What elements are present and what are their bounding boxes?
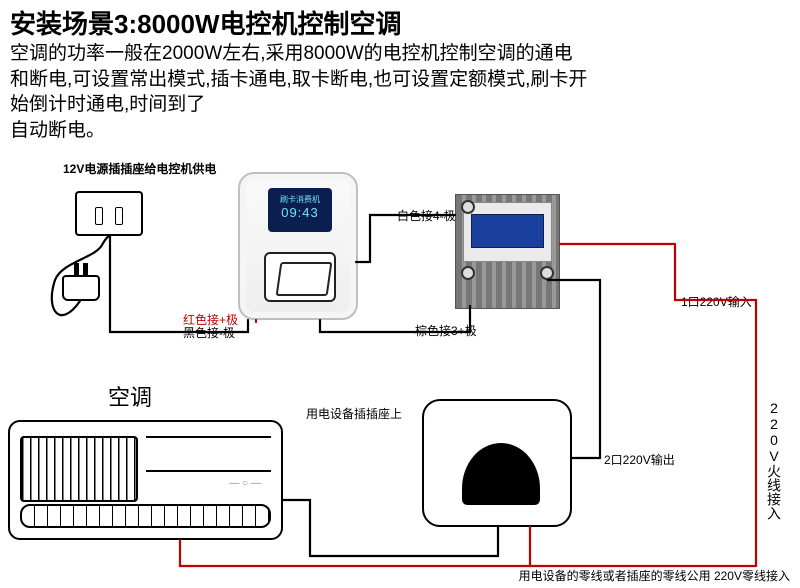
ac-line-2 <box>146 470 271 472</box>
ac-label: 空调 <box>108 380 152 412</box>
card-reader-icon <box>264 252 336 302</box>
screen-caption: 刷卡消费机 <box>268 194 332 205</box>
power-outlet <box>75 191 143 236</box>
controller-screen: 刷卡消费机 09:43 <box>268 188 332 232</box>
desc-line-2: 和断电,可设置常出模式,插卡通电,取卡断电,也可设置定额模式,刷卡开 <box>10 69 587 90</box>
desc-line-3: 始倒计时通电,时间到了 <box>10 94 205 115</box>
ac-line-1 <box>146 436 271 438</box>
relay-terminal-3plus <box>461 266 475 280</box>
socket-dome-icon <box>462 443 540 505</box>
label-1-220v-in: 1口220V输入 <box>681 293 752 310</box>
relay-terminal-4minus <box>461 200 475 214</box>
ac-vent <box>20 504 271 528</box>
power-plug <box>62 275 100 301</box>
controller-box: 刷卡消费机 09:43 <box>238 172 358 320</box>
desc-line-1: 空调的功率一般在2000W左右,采用8000W的电控机控制空调的通电 <box>10 43 573 64</box>
air-conditioner: — ○ — <box>8 420 283 540</box>
label-black-minus: 黑色接-极 <box>183 324 235 341</box>
ac-grille <box>20 436 138 502</box>
solid-state-relay <box>455 194 560 309</box>
label-bottom-note: 用电设备的零线或者插座的零线公用 220V零线接入 <box>519 567 790 584</box>
load-socket-box <box>422 399 572 527</box>
label-white-4minus: 白色接4-极 <box>397 207 456 224</box>
diagram-description: 空调的功率一般在2000W左右,采用8000W的电控机控制空调的通电 和断电,可… <box>0 41 800 144</box>
ac-logo: — ○ — <box>229 478 261 489</box>
diagram-title: 安装场景3:8000W电控机控制空调 <box>0 0 800 41</box>
label-12v-power: 12V电源插插座给电控机供电 <box>63 160 216 177</box>
relay-terminal-out <box>540 266 554 280</box>
label-fire-line-vertical: 220V火线接入 <box>764 400 784 520</box>
desc-line-4: 自动断电。 <box>10 118 790 144</box>
relay-label-plate <box>471 214 544 248</box>
label-brown-3plus: 棕色接3+极 <box>415 322 477 339</box>
screen-time: 09:43 <box>268 205 332 220</box>
label-load-socket: 用电设备插插座上 <box>306 405 402 422</box>
label-2-220v-out: 2口220V输出 <box>604 451 675 468</box>
